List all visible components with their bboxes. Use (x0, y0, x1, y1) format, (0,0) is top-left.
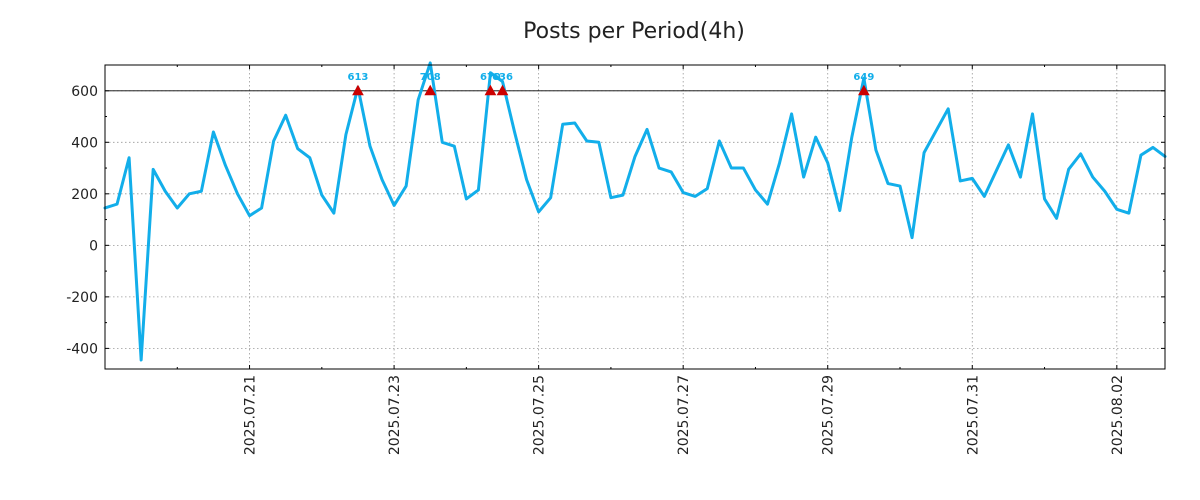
grid-layer (105, 65, 1165, 369)
x-tick-label: 2025.07.29 (821, 375, 837, 455)
x-tick-label: 2025.07.25 (532, 375, 548, 455)
peak-marker (352, 84, 364, 96)
y-tick-label: 0 (89, 238, 98, 254)
y-axis: -400 -200 0 200 400 600 (66, 84, 1165, 357)
x-tick-label: 2025.07.27 (676, 375, 692, 455)
peak-label: 636 (492, 72, 513, 83)
series-line (103, 61, 1167, 362)
peak-label: 613 (348, 72, 369, 83)
x-tick-label: 2025.08.02 (1110, 375, 1126, 455)
x-axis: 2025.07.21 2025.07.23 2025.07.25 2025.07.27… (104, 65, 1126, 455)
peak-marker (858, 84, 870, 96)
peak-marker (424, 84, 437, 96)
series-layer (103, 61, 1167, 362)
x-tick-label: 2025.07.31 (965, 375, 981, 455)
x-tick-label: 2025.07.23 (387, 375, 403, 455)
y-tick-label: 600 (71, 84, 98, 100)
x-tick-label: 2025.07.21 (243, 375, 259, 455)
peak-marker (496, 84, 509, 96)
peak-label: 649 (853, 72, 874, 83)
y-tick-label: -400 (66, 341, 98, 357)
y-tick-label: 400 (71, 135, 98, 151)
plot-frame (104, 64, 1166, 370)
y-tick-label: 200 (71, 187, 98, 203)
peak-label: 670 (480, 72, 501, 83)
peak-marker (484, 84, 497, 96)
chart-title: Posts per Period(4h) (523, 19, 745, 44)
y-tick-label: -200 (66, 290, 98, 306)
peak-label: 708 (420, 72, 441, 83)
